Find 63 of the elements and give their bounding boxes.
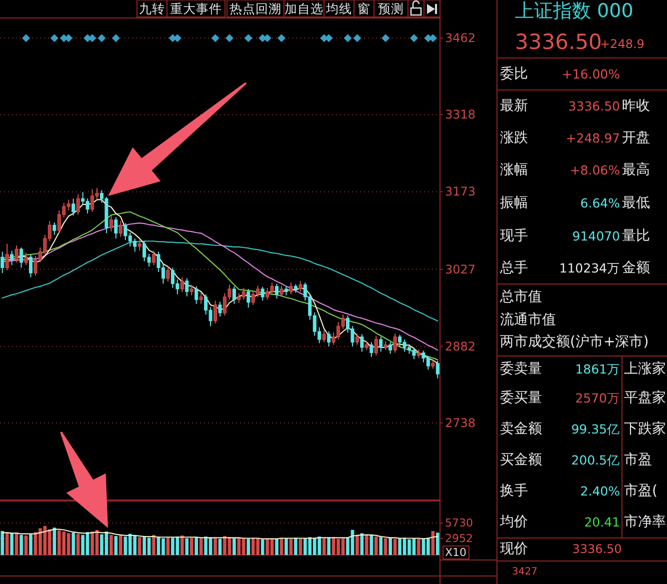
- text: 昨收: [622, 98, 650, 114]
- text: 下跌家: [624, 421, 666, 437]
- y-tick-label: 5730: [445, 516, 473, 530]
- text: 开盘: [622, 130, 650, 146]
- y-tick-label: 3027: [445, 262, 476, 276]
- text: 振幅: [500, 195, 528, 211]
- text: +8.06%: [570, 162, 620, 178]
- text: 总手: [499, 260, 528, 276]
- text: 20.41: [584, 514, 620, 530]
- text: 现手: [500, 228, 528, 244]
- text: 涨幅: [500, 162, 528, 178]
- text: +248.9: [600, 37, 644, 51]
- text: 1861万: [575, 362, 620, 376]
- text: 九转: [139, 1, 165, 16]
- text: 两市成交额(沪市+深市): [500, 334, 649, 350]
- text: 委比: [500, 66, 528, 82]
- y-tick-label: 3462: [445, 31, 476, 46]
- text: 上涨家: [624, 361, 666, 377]
- text: 涨跌: [500, 130, 528, 146]
- text: 买金额: [500, 452, 542, 468]
- text: 均线: [325, 1, 352, 16]
- text: 流通市值: [500, 312, 556, 328]
- text: 均价: [499, 514, 528, 530]
- text: 3336.50: [568, 98, 620, 114]
- text: 最高: [622, 162, 650, 178]
- text: 现价: [500, 541, 528, 557]
- text: 市净率: [624, 514, 666, 530]
- text: 换手: [500, 483, 528, 499]
- text: 市盈(: [624, 483, 658, 499]
- text: 3427: [512, 566, 538, 578]
- text: 加自选: [284, 1, 324, 16]
- text: 3336.50: [572, 542, 622, 556]
- y-tick-label: 2738: [445, 416, 476, 430]
- text: 200.5亿: [571, 452, 620, 468]
- text: +248.97: [566, 130, 620, 146]
- y-tick-label: 3318: [445, 108, 476, 122]
- text: 市盈: [624, 452, 652, 468]
- text: 2.40%: [580, 484, 620, 498]
- text: 窗: [358, 1, 370, 16]
- y-tick-label: 2952: [445, 532, 473, 546]
- text: +16.00%: [562, 66, 620, 82]
- text: 上证指数 000: [515, 0, 634, 22]
- text: 量比: [622, 228, 650, 244]
- text: 总市值: [499, 289, 542, 305]
- text: 最低: [622, 195, 650, 211]
- text: 重大事件: [170, 1, 222, 16]
- text: 平盘家: [624, 390, 666, 406]
- text: 预测: [378, 1, 404, 16]
- text: 914070: [572, 228, 620, 244]
- text: 3336.50: [515, 30, 602, 54]
- y-tick-label: 2882: [445, 339, 476, 354]
- text: 6.64%: [580, 196, 620, 210]
- y-tick-label: 3173: [445, 184, 476, 199]
- text: 委买量: [500, 390, 542, 406]
- text: 热点回溯: [230, 1, 282, 16]
- text: 委卖量: [500, 361, 542, 377]
- text: 2570万: [575, 390, 620, 406]
- text: 110234万: [559, 260, 620, 276]
- text: 金额: [622, 260, 650, 276]
- text: 最新: [500, 98, 528, 114]
- text: 99.35亿: [571, 422, 620, 436]
- text: 卖金额: [500, 421, 542, 437]
- text: X10: [445, 546, 467, 559]
